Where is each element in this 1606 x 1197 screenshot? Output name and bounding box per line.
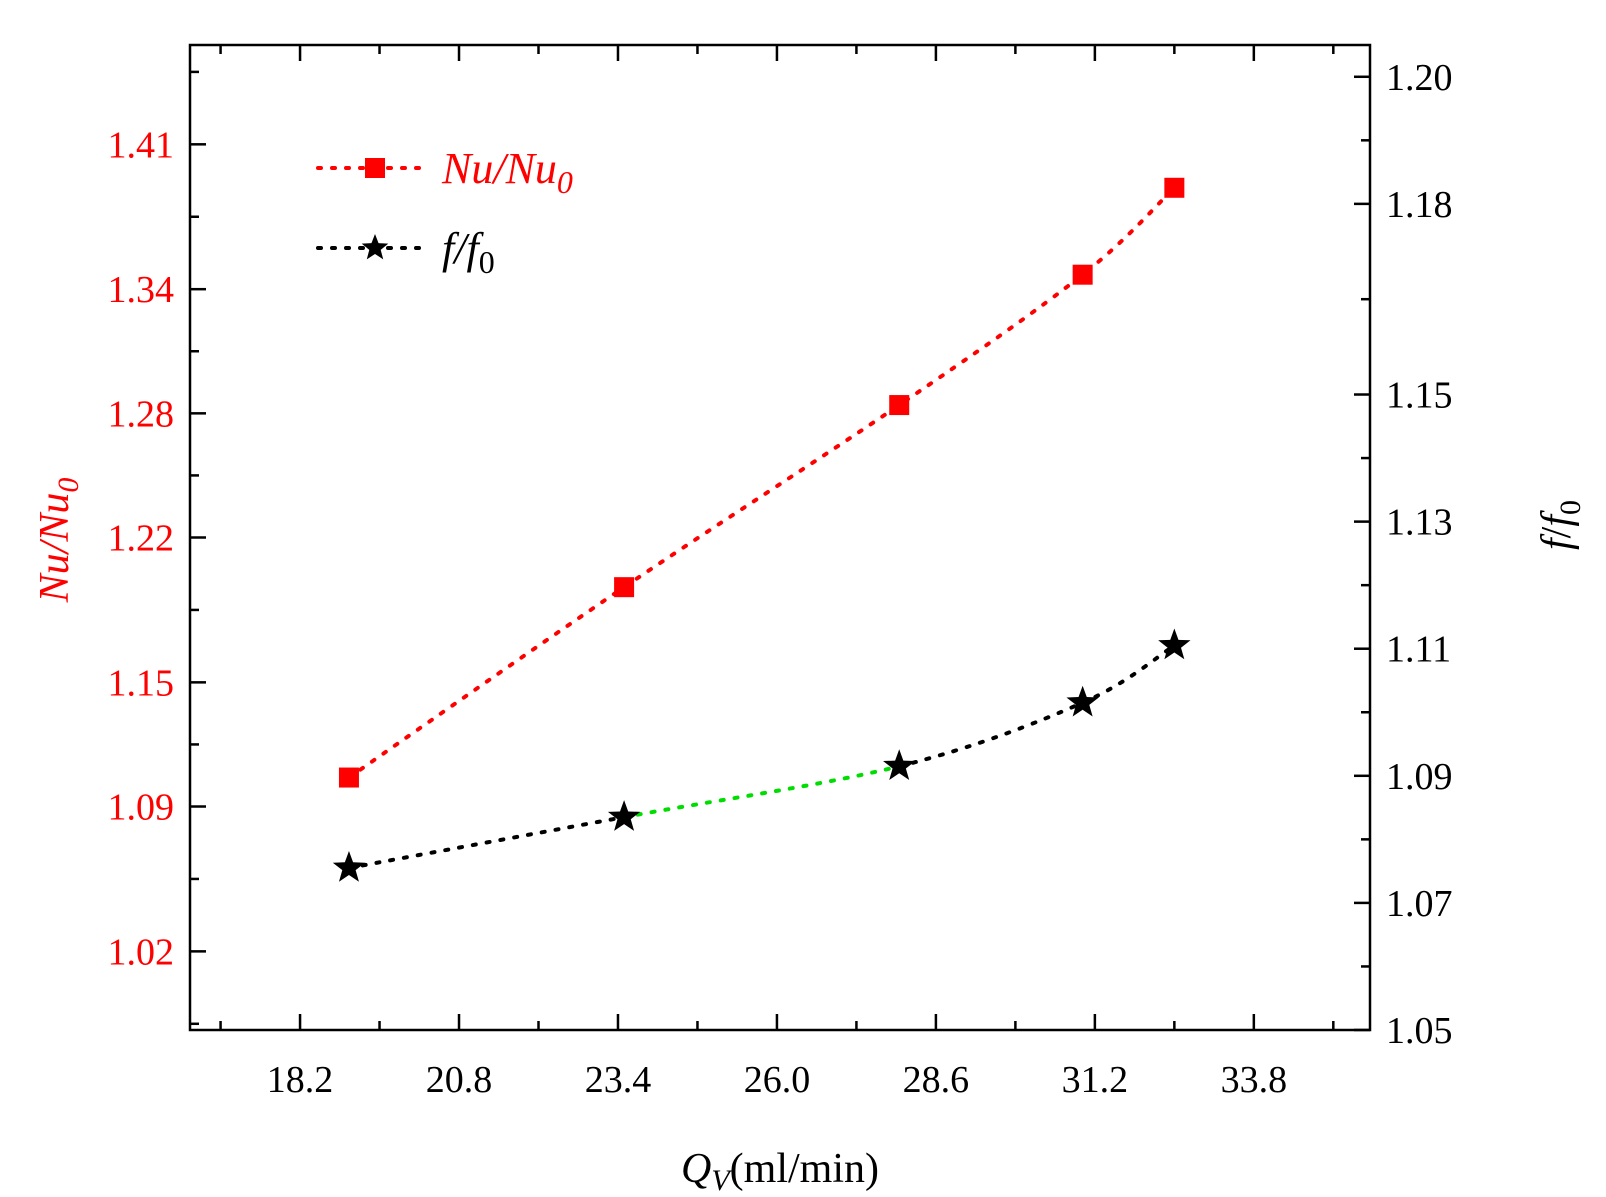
y-right-tick-label: 1.09 [1386, 756, 1453, 798]
y-left-tick-label: 1.02 [108, 931, 175, 973]
x-tick-label: 20.8 [426, 1059, 493, 1101]
f-data-point [883, 749, 916, 781]
f-data-point [607, 800, 641, 831]
x-axis-title: QV(ml/min) [681, 1146, 879, 1197]
series-f-line-highlight [622, 764, 902, 820]
y-right-tick-label: 1.07 [1386, 883, 1453, 925]
x-tick-label: 33.8 [1221, 1059, 1288, 1101]
nu-data-point [1072, 264, 1093, 285]
y-right-tick-label: 1.11 [1386, 629, 1451, 671]
y-right-axis-title: f/f0 [1534, 500, 1587, 550]
series-f-line [897, 700, 1085, 769]
legend-label-nu: Nu/Nu0 [441, 144, 573, 200]
y-left-tick-label: 1.09 [108, 787, 175, 829]
y-right-tick-label: 1.18 [1386, 184, 1453, 226]
y-left-tick-label: 1.41 [108, 124, 175, 166]
nu-data-point [338, 767, 359, 788]
x-tick-label: 23.4 [585, 1059, 652, 1101]
x-tick-label: 18.2 [267, 1059, 334, 1101]
tick-layer: 18.2 20.8 23.4 26.0 28.6 31.2 33.8 1.02 1.09 1.15… [108, 45, 1453, 1101]
nu-data-point [1164, 177, 1185, 198]
f-data-point [1066, 685, 1099, 717]
legend: Nu/Nu0 f/f0 [316, 144, 573, 280]
marker-layer [332, 177, 1191, 882]
y-left-tick-label: 1.28 [108, 393, 175, 435]
legend-marker-f [361, 234, 389, 260]
y-right-tick-label: 1.05 [1386, 1010, 1453, 1052]
series-f-line [1080, 643, 1177, 705]
plot-frame [188, 43, 1372, 1032]
f-data-point [1158, 628, 1191, 660]
curve-layer [346, 185, 1177, 870]
nu-data-point [889, 395, 910, 416]
series-f-line [346, 815, 627, 870]
x-tick-label: 31.2 [1062, 1059, 1129, 1101]
series-nu-line [346, 185, 1177, 780]
y-right-tick-label: 1.20 [1386, 57, 1453, 99]
y-left-tick-label: 1.15 [108, 662, 175, 704]
y-right-tick-label: 1.13 [1386, 502, 1453, 544]
y-right-tick-label: 1.15 [1386, 375, 1453, 417]
y-left-tick-label: 1.22 [108, 518, 175, 560]
y-left-axis-title: Nu/Nu0 [32, 478, 85, 604]
nu-data-point [614, 577, 635, 598]
x-tick-label: 26.0 [744, 1059, 811, 1101]
legend-label-f: f/f0 [442, 224, 495, 280]
x-tick-label: 28.6 [903, 1059, 970, 1101]
y-left-tick-label: 1.34 [108, 269, 175, 311]
f-data-point [332, 850, 366, 882]
legend-marker-nu [365, 158, 385, 178]
